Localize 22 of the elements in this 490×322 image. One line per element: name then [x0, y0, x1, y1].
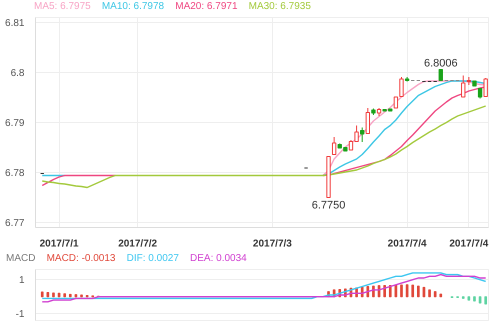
y-tick-label: 6.78 — [5, 168, 25, 179]
text: MA10: 6.7978 — [102, 1, 164, 12]
chart-title: MACD — [6, 253, 36, 264]
y-tick-label: 6.81 — [5, 18, 25, 29]
text: MACD: -0.0013 — [46, 253, 116, 264]
text: DEA: 0.0034 — [190, 253, 247, 264]
text: MA30: 6.7935 — [248, 1, 311, 12]
x-tick-label: 2017/7/4 — [388, 238, 428, 250]
text: MA5: 6.7975 — [34, 1, 91, 12]
annotation: 6.8006 — [424, 58, 458, 70]
y-tick-label: 6.79 — [5, 118, 25, 129]
x-tick-label: 2017/7/1 — [40, 238, 79, 250]
text: MA20: 6.7971 — [175, 1, 238, 12]
x-tick-label: 2017/7/4 — [449, 238, 489, 250]
y-tick-label: 6.77 — [5, 218, 25, 229]
y-tick-label: 6.8 — [10, 68, 25, 79]
text: DIF: 0.0027 — [126, 253, 179, 264]
y-tick-label: -1 — [16, 309, 25, 320]
annotation: 6.7750 — [312, 200, 346, 212]
y-tick-label: 1 — [18, 275, 25, 286]
x-tick-label: 2017/7/3 — [252, 238, 292, 250]
x-tick-label: 2017/7/2 — [118, 238, 158, 250]
